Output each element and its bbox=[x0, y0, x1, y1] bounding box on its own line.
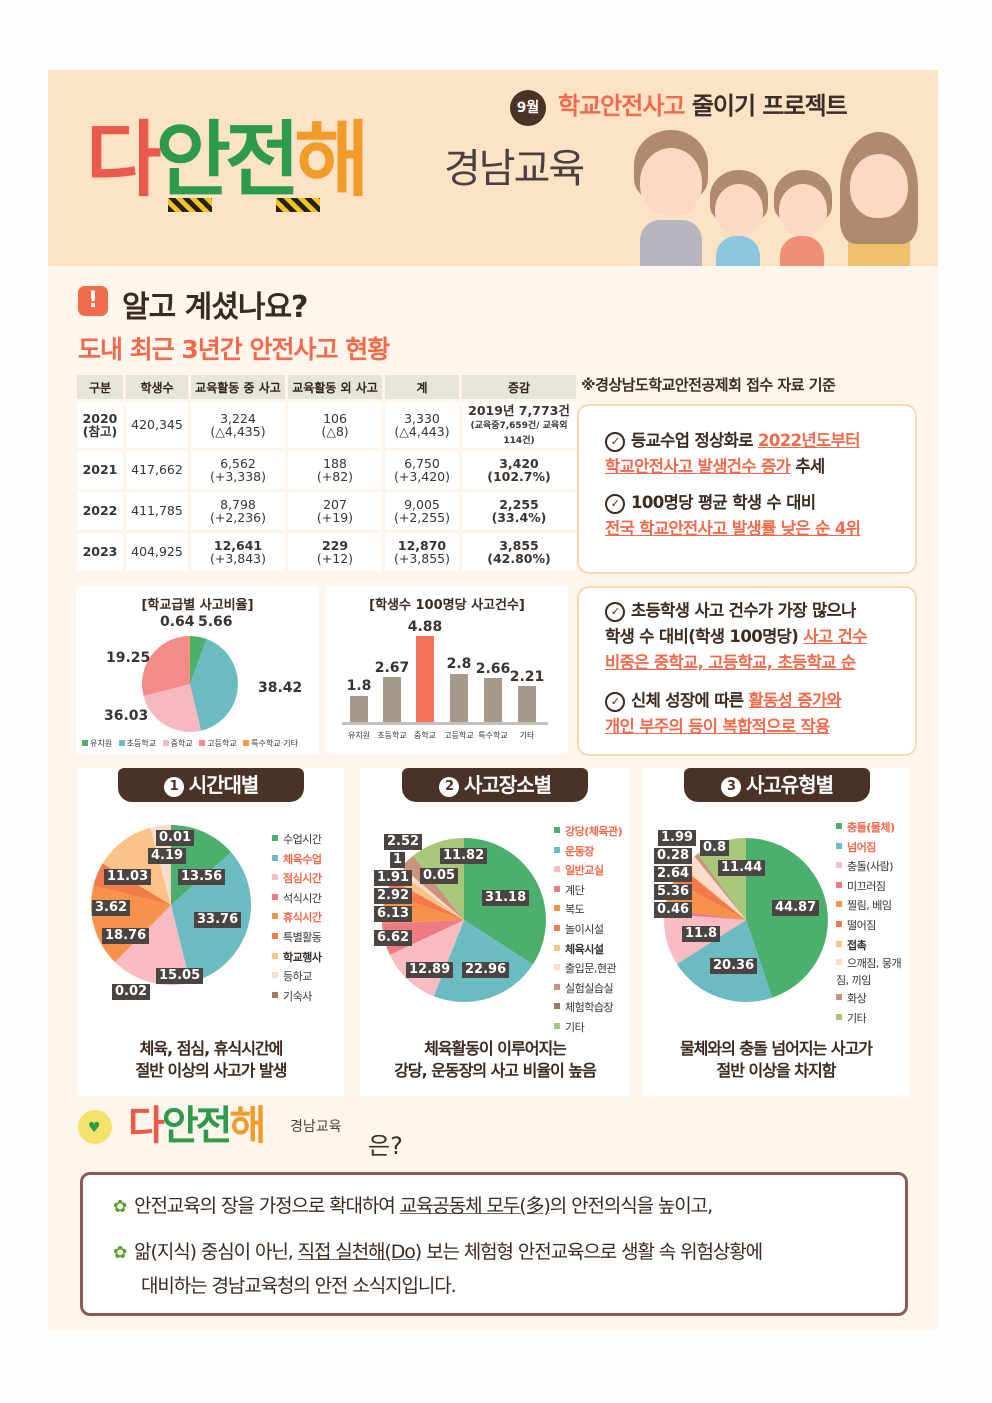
insight-box-school-level: ✓ 초등학생 사고 건수가 가장 많으나 학생 수 대비(학생 100명당) 사고… bbox=[577, 586, 917, 756]
insight-item: ✓ 신체 성장에 따른 활동성 증가와 개인 부주의 등이 복합적으로 작용 bbox=[605, 691, 842, 736]
about-question: 은? bbox=[368, 1132, 403, 1160]
lightbulb-icon bbox=[78, 1110, 112, 1144]
insight-item: ✓ 초등학생 사고 건수가 가장 많으나 학생 수 대비(학생 100명당) 사고… bbox=[605, 601, 867, 672]
chart-caption: 체육, 점심, 휴식시간에 절반 이상의 사고가 발생 bbox=[135, 1039, 288, 1080]
about-line: 대비하는 경남교육청의 안전 소식지입니다. bbox=[141, 1275, 457, 1297]
about-box: ✿ 안전교육의 장을 가정으로 확대하여 교육공동체 모두(多)의 안전의식을 높… bbox=[80, 1172, 908, 1316]
about-line: ✿ 앎(지식) 중심이 아닌, 직접 실천해(Do) 보는 체험형 안전교육으로 … bbox=[113, 1241, 763, 1263]
card-by-type: 3 사고유형별 1.99 0.8 0.28 11.44 2.64 5.36 0.4… bbox=[642, 768, 910, 1096]
chart-legend: 충돌(물체) 넘어짐 충돌(사람) 미끄러짐 찔림, 베임 떨어짐 접촉 으깨짐… bbox=[836, 821, 902, 1025]
clover-icon: ✿ bbox=[113, 1197, 127, 1217]
insight-item: ✓ 100명당 평균 학생 수 대비 전국 학교안전사고 발생률 낮은 순 4위 bbox=[605, 493, 861, 538]
card-title-by-time: 1 시간대별 bbox=[118, 768, 304, 802]
table-header-row: 구분 학생수 교육활동 중 사고 교육활동 외 사고 계 증감 bbox=[77, 375, 576, 399]
insight-item: ✓ 등교수업 정상화로 2022년도부터 학교안전사고 발생건수 증가 추세 bbox=[605, 431, 860, 476]
newsletter-page: 9월 학교안전사고 줄이기 프로젝트 다안전해 경남교육 ! 알고 계셨나요? … bbox=[48, 70, 938, 1330]
chart-legend: 유치원 초등학교 중학교 고등학교 특수학교·기타 bbox=[78, 738, 298, 749]
check-circle-icon: ✓ bbox=[605, 493, 625, 514]
table-row: 2020 (참고) 420,345 3,224 (△4,435) 106 (△8) 3… bbox=[77, 402, 576, 448]
header-banner: 9월 학교안전사고 줄이기 프로젝트 다안전해 경남교육 bbox=[48, 70, 938, 266]
source-note: ※경상남도학교안전공제회 접수 자료 기준 bbox=[581, 376, 836, 394]
card-title-by-type: 3 사고유형별 bbox=[684, 768, 870, 802]
logo-small: 다안전해 bbox=[128, 1103, 266, 1149]
chart-caption: 체육활동이 이루어지는 강당, 운동장의 사고 비율이 높음 bbox=[394, 1039, 597, 1080]
exclamation-icon: ! bbox=[78, 286, 108, 316]
family-illustration bbox=[628, 130, 928, 266]
card-by-place: 2 사고장소별 2.52 11.82 1 0.05 1.91 2.92 31.18… bbox=[360, 768, 630, 1096]
leaf-icon: ♥ bbox=[88, 1120, 101, 1136]
logo-small-subtitle: 경남교육 bbox=[290, 1119, 342, 1135]
accident-stats-table: 구분 학생수 교육활동 중 사고 교육활동 외 사고 계 증감 2020 (참고)… bbox=[74, 372, 579, 574]
chart-legend: 수업시간 체육수업 점심시간 석식시간 휴식시간 특별활동 학교행사 등하교 기… bbox=[272, 830, 322, 1006]
clover-icon: ✿ bbox=[113, 1243, 127, 1263]
section-subtitle: 도내 최근 3년간 안전사고 현황 bbox=[78, 335, 390, 364]
check-circle-icon: ✓ bbox=[605, 691, 625, 712]
chart-caption: 물체와의 충돌 넘어지는 사고가 절반 이상을 차지함 bbox=[679, 1039, 873, 1080]
chevron-stripe-icon bbox=[276, 198, 320, 212]
check-circle-icon: ✓ bbox=[605, 431, 625, 452]
table-row: 2021 417,662 6,562 (+3,338) 188 (+82) 6,75… bbox=[77, 451, 576, 489]
card-by-time: 1 시간대별 0.01 4.19 13.56 11.03 3.62 33.76 1… bbox=[78, 768, 344, 1096]
chart-legend: 강당(체육관) 운동장 일반교실 계단 복도 놀이시설 체육시설 출입문,현관 … bbox=[554, 822, 623, 1038]
table-row: 2023 404,925 12,641 (+3,843) 229 (+12) 12,… bbox=[77, 533, 576, 571]
pie-chart bbox=[141, 635, 238, 732]
project-title: 학교안전사고 줄이기 프로젝트 bbox=[558, 92, 848, 120]
check-circle-icon: ✓ bbox=[605, 601, 625, 622]
chart-per-100-students: [학생수 100명당 사고건수] 1.8 2.67 4.88 2.8 2.66 … bbox=[326, 586, 568, 754]
card-title-by-place: 2 사고장소별 bbox=[402, 768, 588, 802]
chevron-stripe-icon bbox=[168, 198, 212, 212]
insight-box-trend: ✓ 등교수업 정상화로 2022년도부터 학교안전사고 발생건수 증가 추세 ✓ 1… bbox=[577, 404, 917, 574]
section-title: 알고 계셨나요? bbox=[122, 290, 308, 325]
month-badge: 9월 bbox=[510, 90, 546, 126]
table-row: 2022 411,785 8,798 (+2,236) 207 (+19) 9,00… bbox=[77, 492, 576, 530]
chart-school-level-ratio: [학교급별 사고비율] 0.64 5.66 38.42 36.03 19.25 … bbox=[76, 586, 319, 754]
logo-subtitle: 경남교육 bbox=[444, 146, 585, 192]
about-line: ✿ 안전교육의 장을 가정으로 확대하여 교육공동체 모두(多)의 안전의식을 높… bbox=[113, 1195, 713, 1217]
logo-da-an-jeon-hae: 다안전해 bbox=[86, 113, 370, 208]
